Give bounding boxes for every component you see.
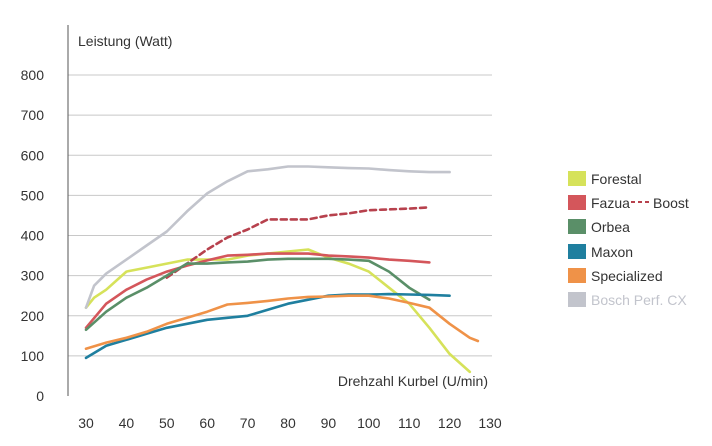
x-tick-label: 110 [398, 415, 421, 431]
x-tick-label: 50 [159, 415, 175, 431]
x-tick-label: 90 [321, 415, 337, 431]
series-line-boost [165, 206, 431, 279]
series-line-maxon [84, 292, 451, 360]
y-tick-label: 600 [21, 147, 45, 163]
x-axis-ticks: 30 40 50 60 70 80 90 100 110 120 130 [78, 415, 502, 431]
gridlines [68, 74, 492, 357]
x-tick-label: 70 [240, 415, 256, 431]
legend-swatch-forestal [568, 171, 586, 186]
x-tick-label: 130 [478, 415, 502, 431]
y-tick-label: 500 [21, 187, 45, 203]
y-tick-label: 300 [21, 268, 45, 284]
legend-label-forestal: Forestal [591, 171, 642, 187]
legend-swatch-fazua [568, 195, 586, 210]
y-tick-label: 400 [21, 228, 45, 244]
series-line-bosch-perf-cx [84, 165, 451, 310]
x-tick-label: 60 [199, 415, 215, 431]
x-tick-label: 120 [438, 415, 462, 431]
x-axis-title: Drehzahl Kurbel (U/min) [338, 373, 488, 389]
series-line-orbea [84, 257, 431, 332]
legend-label-orbea: Orbea [591, 219, 630, 235]
series-lines [84, 165, 480, 374]
x-tick-label: 30 [78, 415, 94, 431]
legend: Forestal Fazua Boost Orbea Maxon Special… [568, 171, 689, 308]
legend-label-bosch: Bosch Perf. CX [591, 292, 687, 308]
y-tick-label: 200 [21, 308, 45, 324]
series-line-fazua [84, 252, 431, 330]
legend-label-fazua: Fazua [591, 195, 630, 211]
legend-swatch-maxon [568, 244, 586, 259]
x-tick-label: 40 [119, 415, 135, 431]
y-tick-label: 100 [21, 348, 45, 364]
legend-swatch-orbea [568, 219, 586, 234]
legend-label-boost: Boost [653, 195, 689, 211]
legend-label-specialized: Specialized [591, 268, 663, 284]
legend-label-maxon: Maxon [591, 244, 633, 260]
legend-swatch-specialized [568, 268, 586, 283]
series-line-forestal [84, 248, 472, 374]
legend-swatch-bosch [568, 292, 586, 307]
series-line-specialized [84, 294, 480, 351]
y-tick-label: 0 [36, 388, 44, 404]
y-axis-ticks: 0 100 200 300 400 500 600 700 800 [21, 67, 45, 404]
y-axis-title: Leistung (Watt) [78, 33, 172, 49]
y-tick-label: 700 [21, 107, 45, 123]
x-tick-label: 80 [280, 415, 296, 431]
x-tick-label: 100 [357, 415, 381, 431]
y-tick-label: 800 [21, 67, 45, 83]
